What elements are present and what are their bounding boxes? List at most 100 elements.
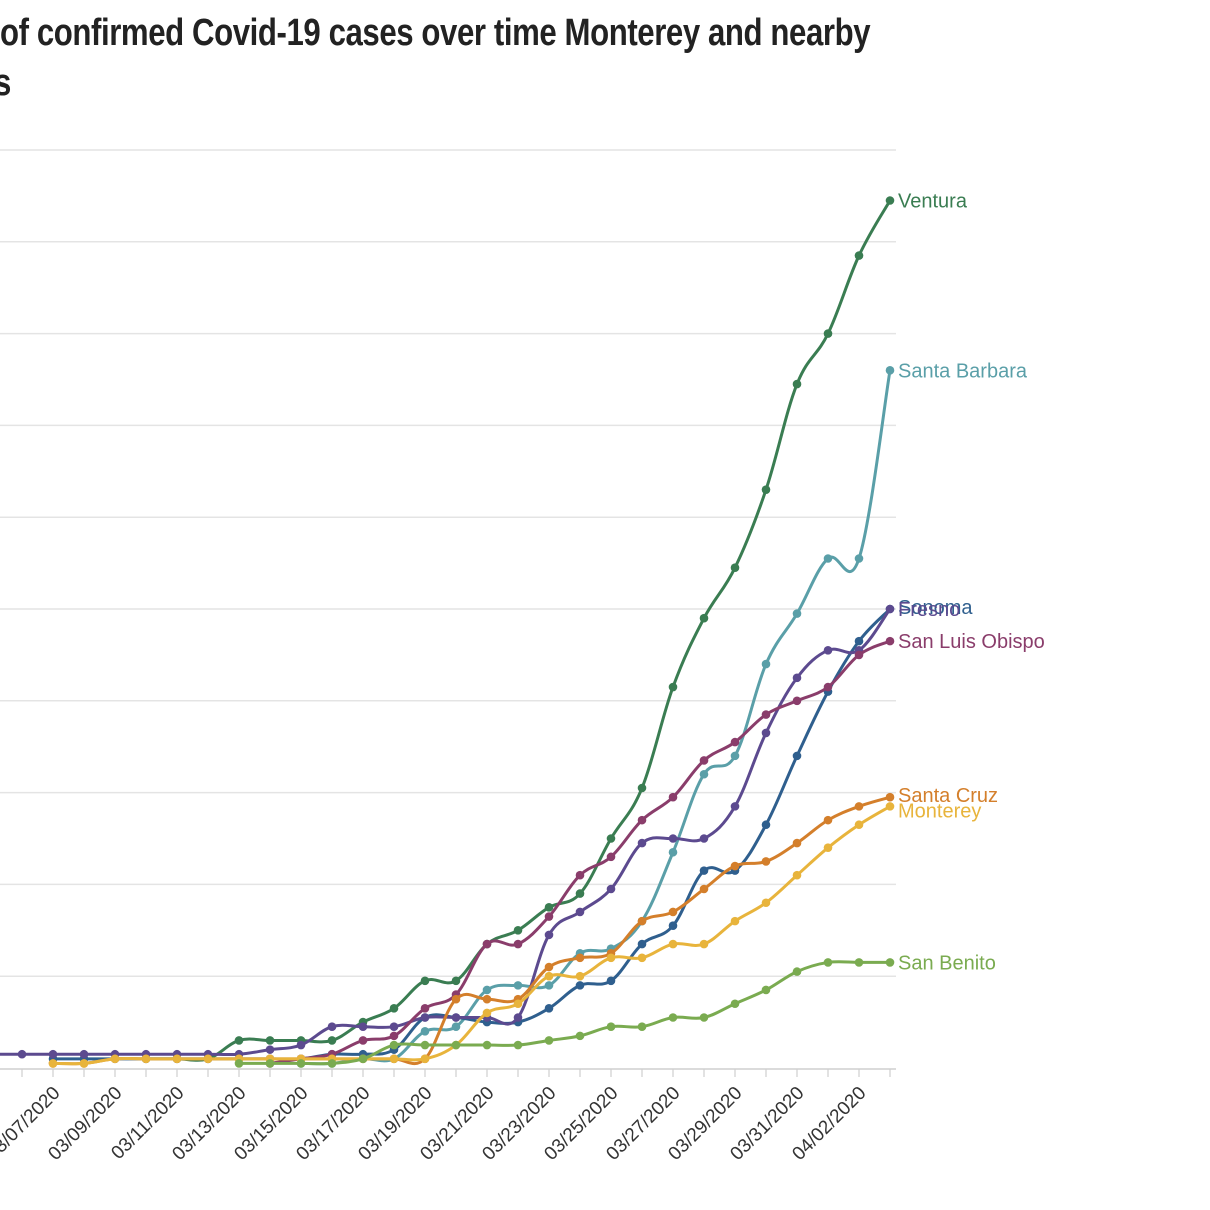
data-point-santa-barbara[interactable] — [482, 985, 492, 995]
data-point-santa-barbara[interactable] — [451, 1022, 461, 1031]
data-point-sonoma[interactable] — [637, 939, 647, 949]
data-point-san-luis-obispo[interactable] — [420, 1004, 430, 1013]
data-point-san-luis-obispo[interactable] — [854, 650, 864, 660]
data-point-santa-barbara[interactable] — [885, 366, 895, 375]
data-point-santa-barbara[interactable] — [513, 981, 523, 990]
data-point-ventura[interactable] — [451, 976, 461, 986]
data-point-fresno[interactable] — [17, 1049, 27, 1059]
data-point-ventura[interactable] — [420, 976, 430, 986]
data-point-fresno[interactable] — [761, 728, 771, 738]
data-point-santa-barbara[interactable] — [730, 751, 740, 761]
data-point-fresno[interactable] — [265, 1045, 275, 1054]
data-point-santa-cruz[interactable] — [544, 962, 554, 972]
data-point-santa-cruz[interactable] — [792, 838, 802, 848]
data-point-sonoma[interactable] — [761, 820, 771, 830]
data-point-fresno[interactable] — [513, 1013, 523, 1022]
data-point-san-luis-obispo[interactable] — [482, 939, 492, 949]
data-point-monterey[interactable] — [48, 1059, 58, 1068]
data-point-monterey[interactable] — [761, 898, 771, 908]
data-point-monterey[interactable] — [513, 999, 523, 1009]
data-point-san-benito[interactable] — [823, 958, 833, 967]
data-point-san-luis-obispo[interactable] — [637, 815, 647, 825]
data-point-monterey[interactable] — [699, 939, 709, 949]
data-point-san-luis-obispo[interactable] — [761, 710, 771, 719]
data-point-san-benito[interactable] — [885, 958, 895, 967]
data-point-sonoma[interactable] — [575, 981, 585, 990]
data-point-fresno[interactable] — [358, 1022, 368, 1031]
data-point-san-benito[interactable] — [451, 1040, 461, 1050]
data-point-san-luis-obispo[interactable] — [513, 939, 523, 949]
data-point-fresno[interactable] — [575, 907, 585, 917]
data-point-santa-cruz[interactable] — [668, 907, 678, 917]
data-point-monterey[interactable] — [668, 939, 678, 949]
data-point-san-benito[interactable] — [699, 1013, 709, 1022]
data-point-fresno[interactable] — [79, 1049, 89, 1059]
data-point-sonoma[interactable] — [668, 921, 678, 931]
data-point-san-luis-obispo[interactable] — [389, 1031, 399, 1041]
data-point-san-benito[interactable] — [792, 967, 802, 976]
data-point-santa-barbara[interactable] — [761, 659, 771, 669]
data-point-san-benito[interactable] — [544, 1036, 554, 1045]
data-point-ventura[interactable] — [389, 1004, 399, 1013]
data-point-san-benito[interactable] — [606, 1022, 616, 1031]
data-point-monterey[interactable] — [79, 1059, 89, 1068]
data-point-santa-barbara[interactable] — [420, 1026, 430, 1036]
data-point-monterey[interactable] — [203, 1054, 213, 1064]
data-point-san-benito[interactable] — [668, 1013, 678, 1022]
data-point-monterey[interactable] — [141, 1054, 151, 1064]
data-point-monterey[interactable] — [606, 953, 616, 963]
data-point-santa-cruz[interactable] — [699, 884, 709, 894]
data-point-sonoma[interactable] — [544, 1004, 554, 1013]
data-point-santa-cruz[interactable] — [451, 994, 461, 1004]
data-point-fresno[interactable] — [48, 1049, 58, 1059]
data-point-ventura[interactable] — [327, 1036, 337, 1045]
data-point-san-benito[interactable] — [761, 985, 771, 995]
data-point-monterey[interactable] — [544, 971, 554, 981]
data-point-monterey[interactable] — [854, 820, 864, 830]
data-point-san-luis-obispo[interactable] — [823, 682, 833, 692]
data-point-santa-cruz[interactable] — [885, 792, 895, 802]
data-point-san-luis-obispo[interactable] — [885, 636, 895, 646]
data-point-monterey[interactable] — [823, 843, 833, 852]
data-point-fresno[interactable] — [885, 604, 895, 614]
data-point-san-benito[interactable] — [854, 958, 864, 967]
data-point-ventura[interactable] — [513, 926, 523, 935]
data-point-santa-barbara[interactable] — [854, 554, 864, 563]
data-point-santa-barbara[interactable] — [823, 554, 833, 563]
data-point-santa-barbara[interactable] — [544, 981, 554, 990]
data-point-ventura[interactable] — [792, 379, 802, 389]
data-point-fresno[interactable] — [451, 1013, 461, 1022]
data-point-fresno[interactable] — [637, 838, 647, 848]
data-point-san-luis-obispo[interactable] — [544, 912, 554, 921]
data-point-ventura[interactable] — [885, 196, 895, 205]
data-point-san-benito[interactable] — [327, 1059, 337, 1068]
data-point-santa-cruz[interactable] — [575, 953, 585, 963]
data-point-fresno[interactable] — [296, 1040, 306, 1050]
data-point-santa-cruz[interactable] — [823, 815, 833, 825]
data-point-san-benito[interactable] — [358, 1054, 368, 1064]
data-point-monterey[interactable] — [730, 916, 740, 926]
data-point-sonoma[interactable] — [699, 866, 709, 875]
data-point-ventura[interactable] — [637, 783, 647, 793]
data-point-ventura[interactable] — [761, 485, 771, 494]
data-point-monterey[interactable] — [110, 1054, 120, 1064]
data-point-san-luis-obispo[interactable] — [358, 1036, 368, 1045]
data-point-monterey[interactable] — [482, 1008, 492, 1018]
data-point-san-benito[interactable] — [637, 1022, 647, 1031]
data-point-monterey[interactable] — [389, 1054, 399, 1064]
data-point-ventura[interactable] — [668, 682, 678, 692]
data-point-santa-cruz[interactable] — [761, 857, 771, 866]
data-point-santa-cruz[interactable] — [730, 861, 740, 871]
data-point-sonoma[interactable] — [792, 751, 802, 761]
data-point-ventura[interactable] — [544, 903, 554, 912]
data-point-san-luis-obispo[interactable] — [699, 756, 709, 765]
data-point-santa-barbara[interactable] — [699, 769, 709, 779]
data-point-monterey[interactable] — [575, 971, 585, 981]
data-point-san-benito[interactable] — [265, 1059, 275, 1068]
data-point-santa-barbara[interactable] — [668, 847, 678, 857]
data-point-santa-cruz[interactable] — [482, 994, 492, 1004]
data-point-monterey[interactable] — [172, 1054, 182, 1064]
data-point-ventura[interactable] — [823, 329, 833, 338]
data-point-san-benito[interactable] — [513, 1040, 523, 1050]
data-point-fresno[interactable] — [327, 1022, 337, 1031]
